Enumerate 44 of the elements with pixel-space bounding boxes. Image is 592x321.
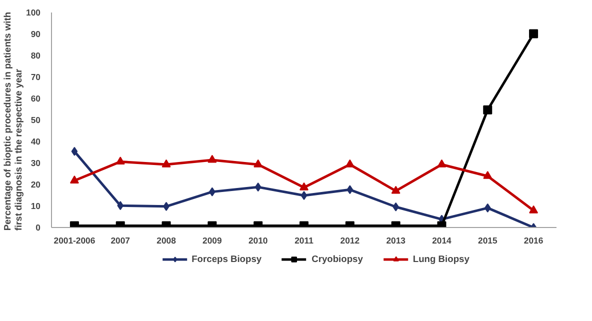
y-tick-label: 60 xyxy=(30,94,41,104)
legend-label: Forceps Biopsy xyxy=(192,253,262,265)
point xyxy=(529,29,538,38)
point xyxy=(162,159,171,168)
y-tick-label: 20 xyxy=(30,180,41,190)
point xyxy=(483,105,492,114)
x-tick-label: 2001-2006 xyxy=(54,236,96,246)
y-tick-label: 10 xyxy=(30,201,41,211)
point xyxy=(345,159,354,168)
point xyxy=(254,159,263,168)
point xyxy=(300,190,308,200)
x-tick-label: 2010 xyxy=(248,236,268,246)
point xyxy=(208,154,217,163)
x-tick-label: 2011 xyxy=(294,236,314,246)
x-tick-label: 2012 xyxy=(340,236,360,246)
y-tick-label: 80 xyxy=(30,50,41,60)
y-tick-label: 70 xyxy=(30,72,41,82)
x-tick-label: 2007 xyxy=(110,236,130,246)
x-tick-label: 2008 xyxy=(156,236,176,246)
point xyxy=(117,201,124,210)
point xyxy=(300,182,308,190)
point xyxy=(70,176,79,184)
legend-label: Lung Biopsy xyxy=(412,253,470,265)
point xyxy=(437,159,446,168)
y-tick-label: 100 xyxy=(26,8,41,18)
point xyxy=(483,170,492,179)
point xyxy=(391,186,400,194)
y-tick-label: 50 xyxy=(30,115,41,125)
legend-label: Cryobiopsy xyxy=(312,253,363,265)
point xyxy=(484,203,491,212)
x-tick-label: 2009 xyxy=(202,236,222,246)
y-tick-label: 30 xyxy=(30,158,41,168)
x-tick-label: 2016 xyxy=(524,236,544,246)
y-tick-label: 0 xyxy=(36,222,41,232)
y-tick-label: 90 xyxy=(30,29,41,39)
point xyxy=(346,185,354,194)
y-axis-title: Percentage of bioptic procedures in patients with first diagnosis in the respective year xyxy=(2,12,24,231)
point xyxy=(71,146,78,156)
x-tick-label: 2014 xyxy=(432,236,452,246)
x-tick-label: 2015 xyxy=(478,236,498,246)
point xyxy=(529,205,538,214)
x-tick-label: 2013 xyxy=(386,236,406,246)
y-tick-label: 40 xyxy=(30,136,41,146)
point xyxy=(254,182,262,192)
